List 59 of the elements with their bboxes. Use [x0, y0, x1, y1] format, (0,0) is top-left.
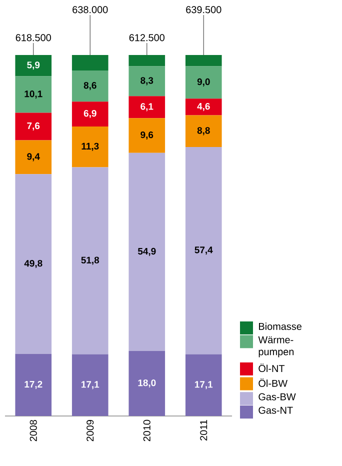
bar: [72, 70, 108, 102]
bar: [15, 354, 52, 416]
bar: [15, 112, 52, 140]
bar: [15, 174, 52, 354]
data-label: 8,3: [140, 77, 154, 86]
bar: [72, 102, 108, 126]
annotation: 618.500: [16, 34, 51, 42]
data-label: 11,3: [82, 142, 99, 151]
bar: [15, 54, 52, 76]
x-tick-label: 2008: [30, 420, 37, 442]
data-label: 17,1: [82, 381, 100, 390]
data-label: 7,6: [27, 122, 40, 131]
data-label: 9,4: [27, 153, 40, 162]
bar: [72, 126, 108, 168]
annotation: 638.000: [72, 6, 108, 14]
data-label: 6,1: [140, 103, 154, 112]
data-label: 9,6: [140, 131, 154, 140]
data-label: 54,9: [138, 248, 156, 256]
data-label: 8,6: [84, 82, 96, 90]
bar: [128, 118, 166, 153]
legend-label: Biomasse: [259, 322, 302, 330]
data-label: 8,8: [197, 127, 210, 136]
bar: [128, 66, 166, 96]
bar: [185, 98, 222, 116]
x-tick-label: 2011: [200, 420, 208, 440]
bar: [128, 351, 166, 416]
bar: [72, 354, 108, 416]
data-label: 49,8: [24, 260, 42, 268]
bar: [185, 66, 222, 99]
data-label: 5,9: [27, 62, 40, 70]
data-label: 9,0: [197, 78, 210, 86]
bar: [185, 54, 222, 66]
data-label: 17,2: [24, 380, 42, 389]
data-label: 51,8: [81, 256, 100, 265]
bar: [128, 152, 166, 352]
data-label: 6,9: [84, 110, 96, 118]
legend-label: Gas-NT: [258, 406, 293, 414]
bar: [15, 76, 52, 113]
bar: [185, 147, 222, 354]
data-label: 18,0: [138, 379, 156, 388]
legend-label: Gas-BW: [258, 393, 296, 400]
x-tick-label: 2009: [86, 420, 94, 442]
data-label: 17,1: [195, 381, 213, 390]
bar: [72, 54, 108, 71]
data-label: 57,4: [194, 246, 213, 255]
data-label: 10,1: [24, 90, 42, 99]
x-tick-label: 2010: [143, 420, 150, 442]
bar: [185, 354, 222, 416]
data-label: 4,6: [197, 102, 210, 112]
bar: [185, 115, 222, 148]
legend-label: Öl-NT: [258, 364, 285, 372]
annotation: 612.500: [129, 34, 164, 42]
legend-label: Öl-BW: [258, 378, 288, 387]
legend-label: Wärme-pumpen: [258, 336, 294, 358]
annotation: 639.500: [186, 6, 222, 14]
bar: [128, 54, 166, 66]
bar: [128, 96, 166, 118]
bar: [72, 167, 108, 354]
bar: [15, 140, 52, 174]
